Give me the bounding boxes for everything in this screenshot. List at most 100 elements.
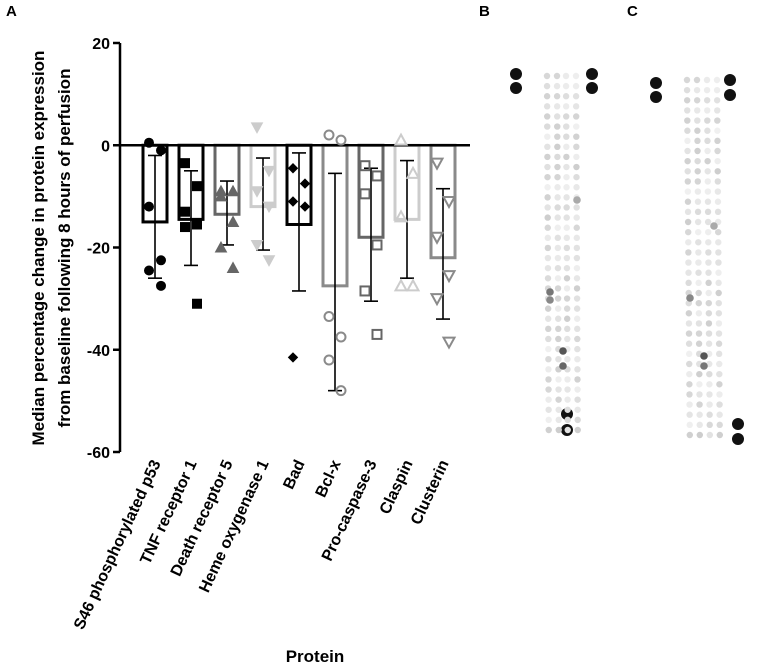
- array-spot: [564, 386, 571, 393]
- data-point: [359, 160, 371, 172]
- array-spot: [684, 178, 691, 185]
- data-point: [335, 385, 347, 397]
- array-spot-strong: [559, 362, 567, 370]
- data-point: [214, 240, 228, 253]
- data-point: [287, 163, 299, 174]
- y-axis: 20 0 -20 -40 -60: [87, 36, 122, 462]
- data-point: [226, 215, 240, 227]
- y-tick-label: -20: [87, 241, 110, 258]
- reference-spot: [724, 89, 736, 101]
- array-spot: [685, 239, 692, 246]
- array-spot: [574, 386, 581, 393]
- array-spot: [573, 143, 580, 150]
- data-point: [287, 352, 299, 363]
- array-spot: [686, 411, 693, 418]
- array-spot: [716, 391, 723, 398]
- array-spot: [574, 325, 581, 333]
- array-spot: [716, 431, 723, 439]
- array-spot: [715, 299, 722, 307]
- array-spot: [696, 411, 703, 418]
- array-spot: [563, 204, 570, 211]
- array-spot: [554, 194, 561, 201]
- array-spot: [564, 426, 571, 434]
- array-spot: [553, 72, 561, 80]
- data-point: [299, 178, 311, 189]
- array-spot: [563, 184, 570, 191]
- array-spot: [706, 411, 713, 418]
- array-spot: [703, 97, 711, 104]
- array-spot: [544, 133, 551, 140]
- array-spot: [574, 366, 581, 373]
- array-spot: [716, 401, 723, 408]
- data-point: [156, 255, 166, 266]
- data-point: [262, 201, 276, 214]
- array-spot: [544, 214, 551, 221]
- array-spot: [695, 279, 702, 287]
- data-point: [226, 184, 240, 197]
- array-spot-strong: [700, 352, 708, 360]
- blot-panel-c: [650, 74, 744, 445]
- array-spot: [555, 325, 562, 333]
- array-spot: [715, 350, 723, 358]
- array-spot: [545, 386, 552, 393]
- array-spot: [695, 289, 702, 297]
- reference-spot: [510, 82, 522, 94]
- array-spot: [574, 396, 581, 403]
- array-spot: [693, 97, 701, 104]
- array-spot: [705, 340, 713, 347]
- array-spot: [563, 163, 570, 171]
- data-points: [144, 122, 457, 397]
- reference-spot: [724, 74, 736, 86]
- array-spot: [563, 123, 570, 130]
- array-spot: [694, 127, 701, 134]
- array-spot: [705, 330, 713, 337]
- array-spot: [573, 184, 580, 191]
- array-spot: [554, 184, 561, 191]
- array-spot: [685, 350, 693, 358]
- data-point: [262, 255, 276, 267]
- array-spot: [573, 204, 580, 211]
- array-spot: [685, 228, 692, 236]
- array-spot: [715, 269, 722, 276]
- array-spot: [714, 127, 721, 134]
- array-spot: [563, 153, 570, 161]
- array-spot: [564, 376, 571, 383]
- data-point: [441, 195, 457, 210]
- array-spot: [545, 356, 552, 363]
- data-point: [262, 165, 276, 178]
- data-point: [250, 122, 264, 134]
- data-point: [393, 132, 409, 146]
- array-spot: [563, 224, 570, 231]
- array-spot: [544, 123, 551, 130]
- array-spot: [554, 285, 562, 292]
- array-spot: [694, 137, 701, 145]
- data-point: [192, 219, 202, 230]
- y-tick-label: 0: [101, 138, 110, 155]
- array-spot: [685, 310, 693, 317]
- array-spot: [704, 208, 712, 216]
- array-spot: [704, 157, 711, 165]
- array-spot: [684, 168, 691, 175]
- array-spot: [574, 416, 581, 424]
- array-spot: [694, 198, 702, 205]
- y-axis-title-line1: Median percentage change in protein expr…: [29, 51, 48, 446]
- array-spot: [715, 330, 723, 337]
- data-point: [180, 206, 190, 217]
- data-point: [441, 270, 457, 284]
- array-spot: [544, 254, 552, 262]
- array-spot: [563, 285, 571, 292]
- array-spot: [564, 335, 571, 343]
- array-spot: [573, 305, 581, 312]
- array-spot: [554, 264, 562, 272]
- data-point: [323, 311, 335, 323]
- array-spot: [704, 188, 712, 195]
- array-spot: [714, 107, 721, 114]
- array-spot: [683, 97, 691, 104]
- array-spot: [705, 228, 712, 236]
- array-spot: [544, 163, 551, 171]
- array-spot: [706, 391, 713, 398]
- array-spot: [706, 401, 713, 408]
- array-spot: [716, 381, 723, 388]
